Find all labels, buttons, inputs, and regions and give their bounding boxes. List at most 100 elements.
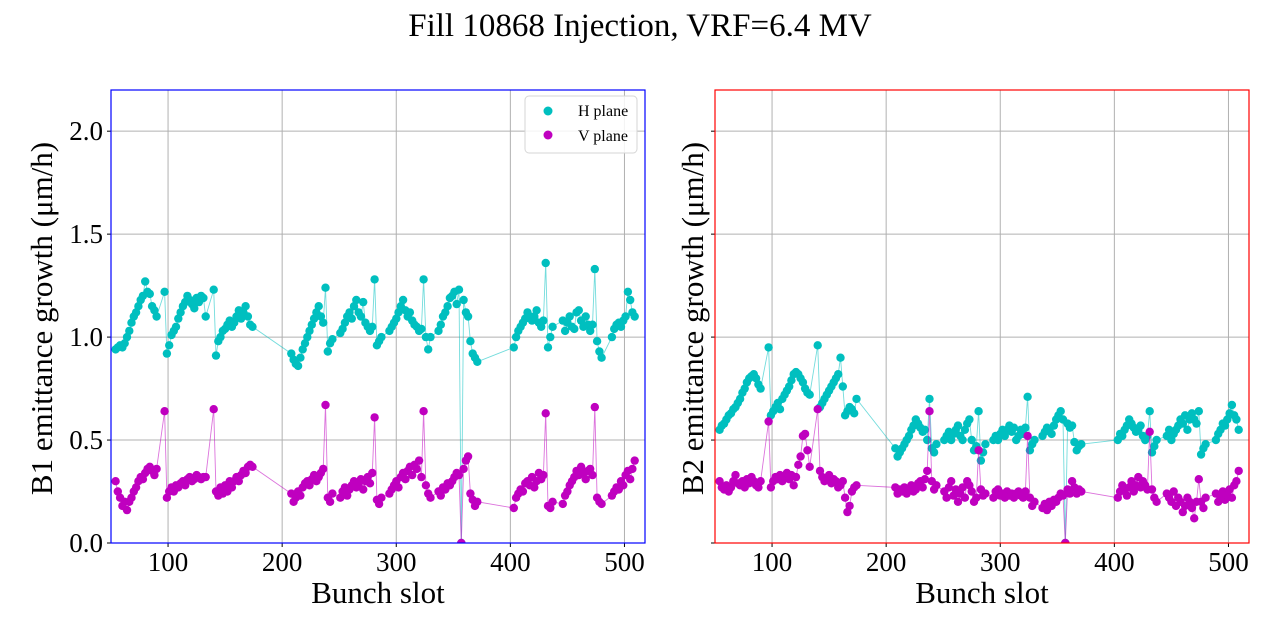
data-point-v-plane (840, 493, 850, 502)
data-point-v-plane (923, 466, 932, 476)
data-point-v-plane (454, 470, 464, 480)
y-axis-label: B2 emittance growth (μm/h) (675, 142, 710, 495)
data-point-h-plane (1178, 419, 1188, 428)
data-point-v-plane (1021, 487, 1030, 496)
data-point-h-plane (241, 302, 250, 311)
data-point-h-plane (626, 295, 635, 305)
data-point-v-plane (370, 413, 379, 422)
data-point-h-plane (296, 353, 305, 362)
plot-area (715, 0, 1249, 543)
data-point-v-plane (209, 405, 218, 414)
x-tick-label: 400 (1094, 547, 1135, 577)
data-point-v-plane (426, 493, 435, 502)
data-point-h-plane (590, 264, 599, 274)
data-point-h-plane (640, 0, 648, 4)
data-point-v-plane (160, 407, 169, 416)
data-point-v-plane (1190, 514, 1199, 523)
data-point-v-plane (414, 456, 424, 465)
data-point-h-plane (162, 349, 172, 358)
data-point-h-plane (1145, 407, 1154, 416)
data-point-h-plane (328, 335, 337, 344)
data-point-h-plane (359, 297, 368, 307)
data-point-h-plane (764, 343, 773, 352)
data-point-v-plane (633, 0, 641, 4)
data-point-h-plane (243, 312, 253, 321)
data-point-h-plane (209, 285, 218, 294)
data-point-h-plane (443, 302, 452, 311)
data-point-h-plane (588, 320, 597, 329)
data-point-v-plane (796, 452, 805, 461)
legend-frame (524, 95, 638, 154)
data-point-v-plane (628, 464, 637, 474)
data-point-v-plane (813, 405, 822, 414)
data-point-h-plane (1136, 421, 1145, 430)
data-point-v-plane (377, 493, 386, 502)
panel-b2: 100 200 300 400 500 Bunch slot B2 emittance gr… (675, 0, 1250, 610)
data-point-h-plane (370, 275, 379, 284)
data-point-h-plane (581, 312, 590, 321)
data-point-h-plane (570, 324, 579, 334)
x-axis-label: Bunch slot (915, 575, 1049, 610)
data-point-v-plane (852, 481, 861, 490)
data-point-h-plane (574, 306, 583, 315)
data-point-h-plane (398, 295, 408, 305)
data-point-v-plane (764, 417, 773, 426)
data-point-h-plane (532, 306, 541, 315)
data-point-v-plane (111, 477, 120, 486)
data-point-h-plane (141, 277, 150, 286)
data-point-v-plane (201, 472, 210, 482)
data-point-h-plane (466, 337, 475, 346)
legend-label-v-plane: V plane (578, 128, 628, 145)
data-point-h-plane (1152, 435, 1161, 445)
y-tick-label: 1.0 (69, 322, 103, 352)
data-point-h-plane (125, 326, 134, 336)
data-point-v-plane (1152, 497, 1161, 506)
data-point-h-plane (1201, 440, 1210, 449)
data-point-h-plane (813, 341, 822, 350)
data-point-v-plane (925, 407, 934, 416)
data-point-h-plane (1183, 425, 1192, 434)
data-point-h-plane (967, 435, 976, 445)
data-point-h-plane (1241, 0, 1249, 4)
data-point-h-plane (756, 384, 765, 393)
data-point-h-plane (633, 0, 641, 4)
data-point-h-plane (637, 0, 645, 4)
panel-b1: 100 200 300 400 500 0.0 0.5 1.0 1.5 2.0 Bunch slot… (24, 0, 648, 610)
data-point-v-plane (640, 0, 648, 4)
data-point-h-plane (199, 293, 208, 303)
data-point-h-plane (347, 314, 356, 323)
x-tick-label: 100 (752, 547, 793, 577)
data-point-v-plane (967, 487, 976, 496)
data-point-v-plane (1145, 427, 1154, 436)
data-point-h-plane (805, 390, 814, 399)
data-point-h-plane (1232, 415, 1241, 424)
data-point-v-plane (1058, 491, 1068, 500)
data-point-h-plane (452, 299, 461, 309)
chart-title: Fill 10868 Injection, VRF=6.4 MV (408, 8, 872, 44)
data-point-h-plane (473, 357, 482, 366)
data-point-h-plane (1067, 421, 1077, 430)
plot-area (111, 0, 648, 543)
data-point-h-plane (463, 312, 473, 321)
axes-frame (110, 89, 646, 544)
data-point-v-plane (436, 491, 445, 500)
data-point-h-plane (852, 394, 861, 404)
data-point-v-plane (953, 497, 963, 506)
data-point-v-plane (947, 477, 956, 486)
data-point-h-plane (248, 322, 257, 331)
data-point-v-plane (412, 464, 421, 474)
data-point-v-plane (459, 464, 468, 474)
data-point-h-plane (321, 283, 330, 292)
data-point-v-plane (296, 491, 305, 500)
data-point-v-plane (518, 487, 528, 496)
data-point-v-plane (581, 475, 590, 484)
data-point-v-plane (359, 485, 368, 494)
data-point-h-plane (1192, 419, 1201, 428)
data-point-h-plane (319, 318, 328, 327)
data-point-h-plane (165, 341, 174, 350)
data-point-h-plane (635, 0, 643, 4)
data-point-h-plane (929, 448, 939, 457)
data-point-h-plane (546, 332, 555, 342)
data-point-h-plane (548, 322, 557, 331)
y-axis-label: B1 emittance growth (μm/h) (24, 142, 59, 495)
